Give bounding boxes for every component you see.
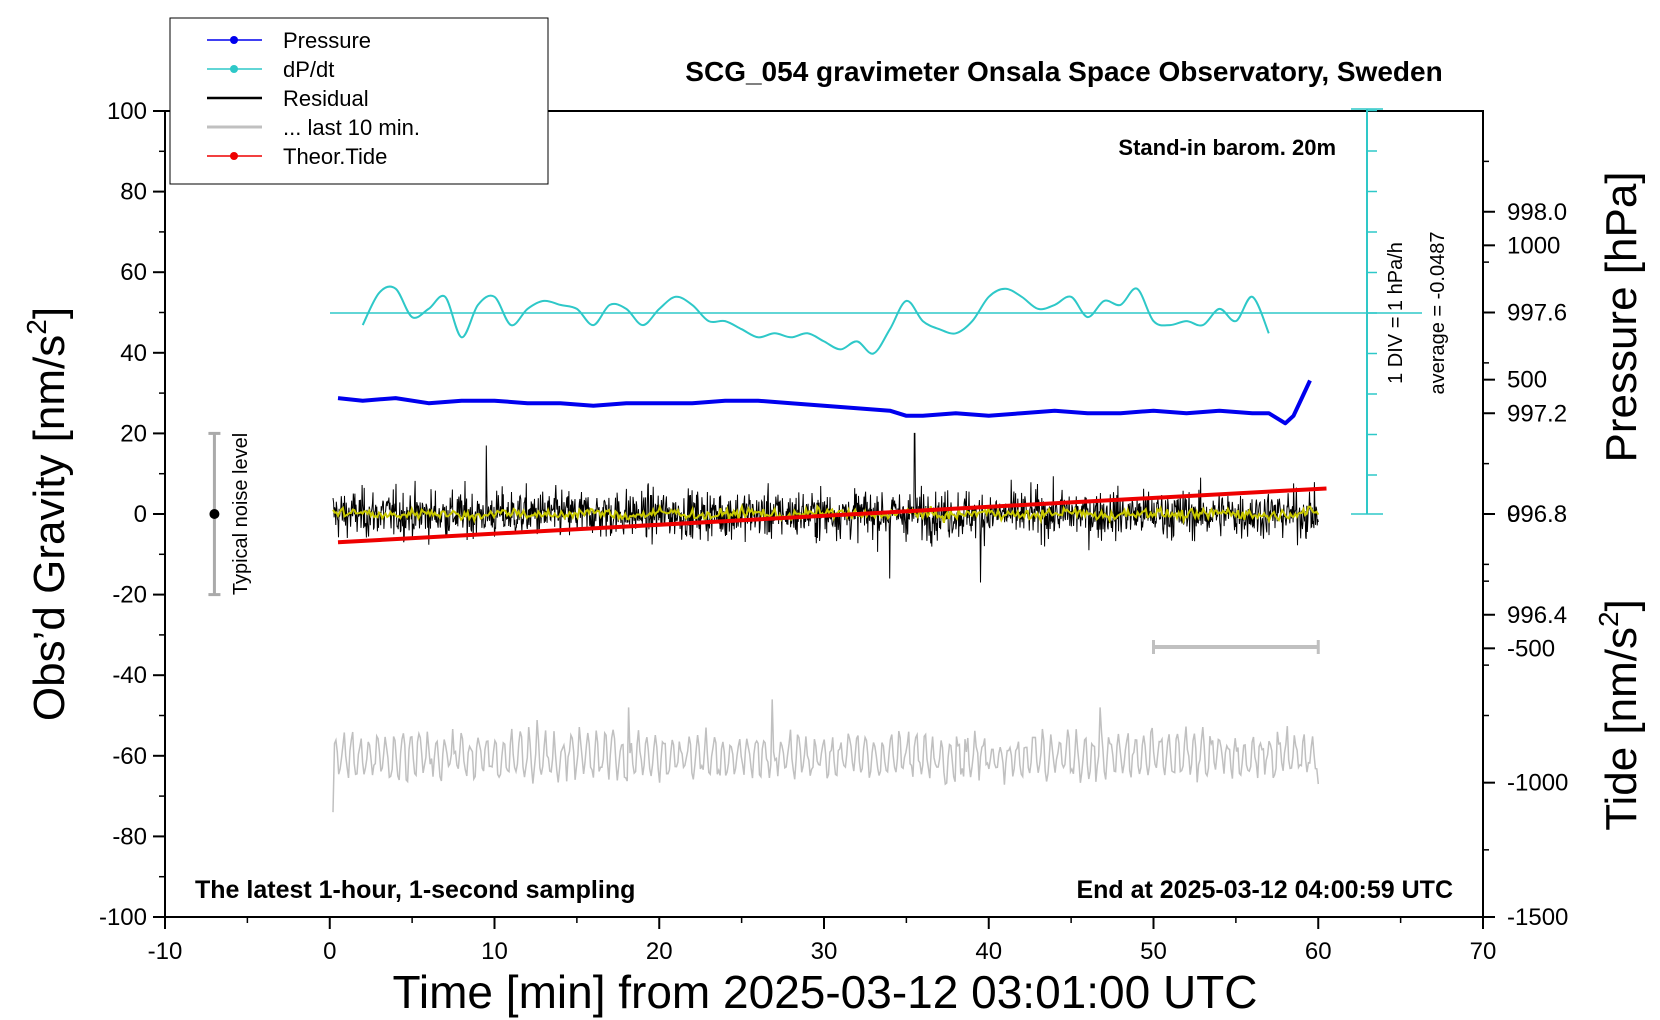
y-tick-label: 60 (120, 259, 147, 286)
y-axis-label-tide-sup: 2 (1593, 611, 1624, 627)
pressure-tick-label: 996.4 (1507, 602, 1567, 629)
legend-marker (230, 65, 238, 73)
pressure-tick-label: 998.0 (1507, 199, 1567, 226)
tide-tick-label: 500 (1507, 367, 1547, 394)
x-tick-label: -10 (148, 938, 183, 965)
y-axis-label-tide: Tide [nm/s2] (1593, 599, 1646, 831)
x-tick-label: 30 (811, 938, 838, 965)
noise-level-indicator (208, 431, 221, 597)
pressure-tick-label: 996.8 (1507, 501, 1567, 528)
last-10-min-line (332, 699, 1320, 813)
x-tick-label: 0 (323, 938, 336, 965)
x-axis-label: Time [min] from 2025-03-12 03:01:00 UTC (393, 966, 1258, 1018)
pressure-tick-label: 997.6 (1507, 300, 1567, 327)
x-tick-label: 40 (975, 938, 1002, 965)
x-tick-label: 10 (481, 938, 508, 965)
tide-tick-label: 1000 (1507, 232, 1560, 259)
pressure-tick-label: 997.2 (1507, 400, 1567, 427)
y-axis-label-left-end: ] (25, 307, 74, 319)
tide-tick-label: 0 (1507, 501, 1520, 528)
legend-label: Pressure (283, 28, 371, 53)
y-tick-label: -100 (99, 904, 147, 931)
y-tick-label: -40 (112, 662, 147, 689)
tide-tick-label: -1500 (1507, 904, 1568, 931)
y-tick-label: -80 (112, 823, 147, 850)
y-axis-label-pressure: Pressure [hPa] (1597, 171, 1646, 462)
y-axis-label-tide-end: ] (1597, 599, 1646, 611)
legend-label: ... last 10 min. (283, 115, 420, 140)
legend: Pressure dP/dt Residual ... last 10 min. The… (169, 17, 549, 185)
y-tick-label: 0 (134, 501, 147, 528)
legend-items: Pressure dP/dt Residual ... last 10 min. The… (207, 28, 420, 169)
y-tick-label: 40 (120, 340, 147, 367)
bottom-right-note: End at 2025-03-12 04:00:59 UTC (1076, 876, 1453, 904)
x-tick-label: 50 (1140, 938, 1167, 965)
noise-level-dot (209, 509, 220, 519)
pressure-line (337, 379, 1312, 426)
x-tick-label: 70 (1470, 938, 1497, 965)
axes-ticks: -10 0 10 20 30 40 50 60 70-100-80-60-40-20020406… (99, 98, 1568, 965)
smoothed-residual-line (332, 503, 1320, 525)
div-label: 1 DIV = 1 hPa/h (1385, 242, 1407, 384)
tide-tick-label: -500 (1507, 635, 1555, 662)
y-tick-label: -60 (112, 743, 147, 770)
y-axis-label-left-main: Obs’d Gravity [nm/s (25, 335, 74, 721)
x-tick-label: 20 (646, 938, 673, 965)
noise-level-label: Typical noise level (230, 433, 252, 595)
legend-label: Theor.Tide (283, 144, 387, 169)
residual-line (332, 432, 1319, 583)
y-tick-label: 100 (107, 98, 147, 125)
tide-line (337, 486, 1327, 545)
dpdt-scale (330, 108, 1422, 515)
y-tick-label: 80 (120, 179, 147, 206)
bottom-left-note: The latest 1-hour, 1-second sampling (195, 876, 635, 904)
x-tick-label: 60 (1305, 938, 1332, 965)
dpdt-line (361, 285, 1270, 355)
barometer-note: Stand-in barom. 20m (1118, 135, 1336, 160)
series-layer (332, 285, 1327, 813)
y-axis-label-left: Obs’d Gravity [nm/s2] (21, 307, 74, 721)
y-axis-label-tide-main: Tide [nm/s (1597, 627, 1646, 831)
y-tick-label: -20 (112, 582, 147, 609)
legend-marker (230, 152, 238, 160)
legend-label: Residual (283, 86, 369, 111)
y-tick-label: 20 (120, 420, 147, 447)
y-axis-label-left-sup: 2 (21, 319, 52, 335)
chart-title: SCG_054 gravimeter Onsala Space Observat… (685, 56, 1442, 87)
average-label: average = -0.0487 (1427, 232, 1449, 395)
legend-marker (230, 36, 238, 44)
legend-label: dP/dt (283, 57, 334, 82)
tide-tick-label: -1000 (1507, 770, 1568, 797)
